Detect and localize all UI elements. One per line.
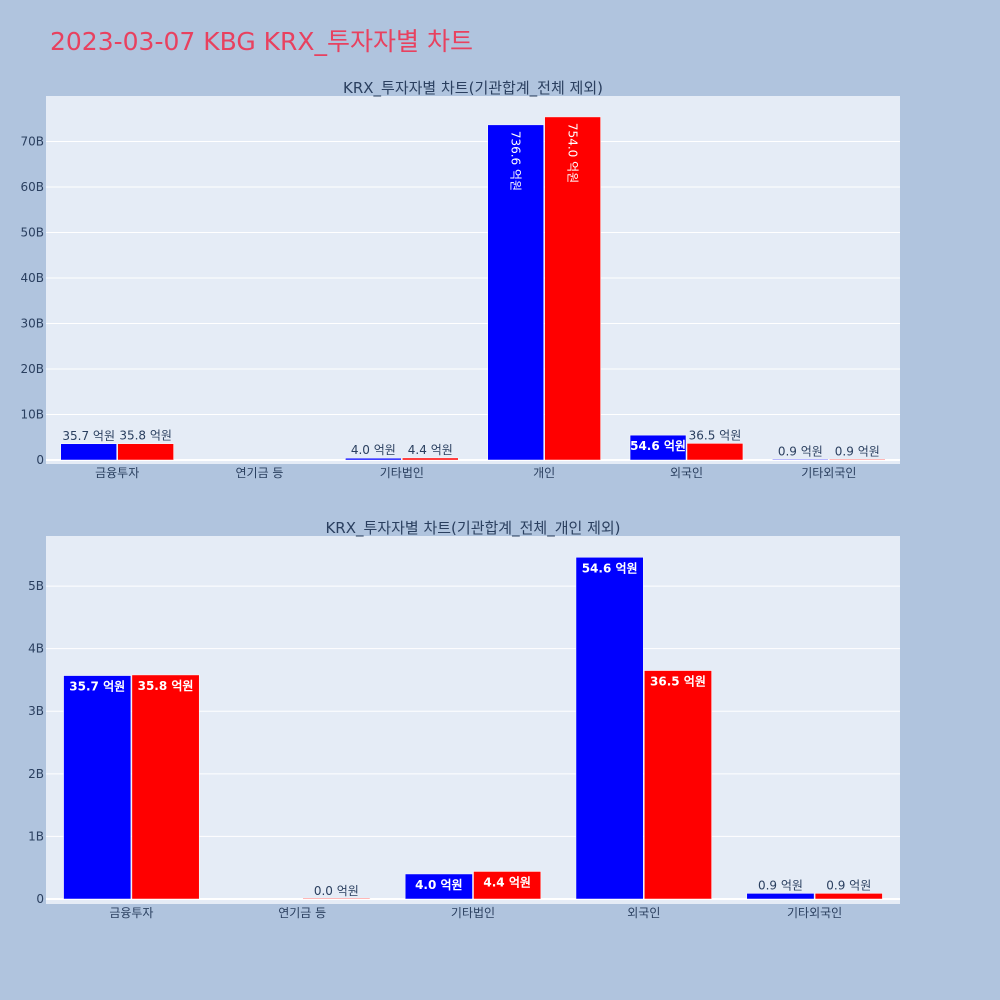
x-tick-label: 기타외국인 xyxy=(787,906,842,920)
bar-red[interactable] xyxy=(302,897,371,900)
data-label: 754.0 억원 xyxy=(566,123,580,183)
y-tick-label: 50B xyxy=(20,226,44,240)
bar-red[interactable] xyxy=(644,670,712,900)
y-tick-label: 5B xyxy=(28,579,44,593)
data-label: 0.9 억원 xyxy=(826,878,871,892)
page-title: 2023-03-07 KBG KRX_투자자별 차트 xyxy=(50,27,473,56)
plot-area xyxy=(46,96,900,464)
y-tick-label: 3B xyxy=(28,704,44,718)
data-label: 36.5 억원 xyxy=(650,675,706,689)
y-tick-label: 0 xyxy=(36,892,44,906)
x-tick-label: 기타법인 xyxy=(380,466,424,480)
bar-blue[interactable] xyxy=(60,443,117,461)
bar-blue[interactable] xyxy=(575,557,644,900)
y-tick-label: 30B xyxy=(20,317,44,331)
chart-all-investors: 0 10B 20B 30B 40B 50B 60B 70B KRX_투자자별 차트(기관합계_전… xyxy=(20,79,900,480)
data-label: 54.6 억원 xyxy=(582,561,638,575)
x-tick-label: 개인 xyxy=(533,466,555,480)
y-tick-label: 40B xyxy=(20,271,44,285)
data-label: 736.6 억원 xyxy=(509,131,523,191)
y-tick-label: 70B xyxy=(20,135,44,149)
bar-blue[interactable] xyxy=(404,873,473,900)
bar-red[interactable] xyxy=(544,116,601,461)
bar-blue[interactable] xyxy=(629,434,687,461)
bar-red[interactable] xyxy=(117,443,174,461)
bar-blue[interactable] xyxy=(487,124,544,461)
x-tick-label: 기타외국인 xyxy=(801,466,856,480)
chart-excluding-individuals: 0 1B 2B 3B 4B 5B KRX_투자자별 차트(기관합계_전체_개인 제외) 금융투… xyxy=(28,519,900,920)
bar-red[interactable] xyxy=(829,458,886,461)
data-label: 4.4 억원 xyxy=(483,875,531,889)
data-label: 4.0 억원 xyxy=(351,443,396,457)
bar-red[interactable] xyxy=(473,871,542,900)
y-tick-label: 4B xyxy=(28,642,44,656)
y-tick-label: 60B xyxy=(20,180,44,194)
bar-blue[interactable] xyxy=(63,675,132,900)
x-tick-label: 금융투자 xyxy=(109,906,153,920)
data-label: 0.0 억원 xyxy=(314,884,359,898)
bar-red[interactable] xyxy=(131,674,200,900)
x-tick-label: 금융투자 xyxy=(95,466,139,480)
chart-title: KRX_투자자별 차트(기관합계_전체 제외) xyxy=(343,79,603,98)
y-tick-label: 1B xyxy=(28,829,44,843)
y-tick-label: 10B xyxy=(20,408,44,422)
data-label: 35.7 억원 xyxy=(69,680,125,694)
x-tick-label: 연기금 등 xyxy=(236,466,284,480)
data-label: 35.7 억원 xyxy=(62,429,115,443)
y-tick-label: 0 xyxy=(36,453,44,467)
y-tick-label: 2B xyxy=(28,767,44,781)
data-label: 35.8 억원 xyxy=(119,429,172,443)
data-label: 36.5 억원 xyxy=(689,428,742,442)
x-tick-label: 기타법인 xyxy=(451,906,495,920)
x-tick-label: 연기금 등 xyxy=(278,906,326,920)
data-label: 54.6 억원 xyxy=(630,439,686,453)
y-tick-label: 20B xyxy=(20,362,44,376)
bar-blue[interactable] xyxy=(345,457,402,461)
data-label: 4.0 억원 xyxy=(415,878,463,892)
data-label: 4.4 억원 xyxy=(408,443,453,457)
data-label: 0.9 억원 xyxy=(835,445,880,459)
data-label: 35.8 억원 xyxy=(138,679,194,693)
bar-blue[interactable] xyxy=(772,458,829,461)
bar-red[interactable] xyxy=(814,893,883,900)
data-label: 0.9 억원 xyxy=(758,878,803,892)
data-label: 0.9 억원 xyxy=(778,445,823,459)
x-tick-label: 외국인 xyxy=(670,466,703,480)
bar-red[interactable] xyxy=(686,443,744,461)
bar-blue[interactable] xyxy=(746,893,815,900)
chart-title: KRX_투자자별 차트(기관합계_전체_개인 제외) xyxy=(325,519,620,538)
x-tick-label: 외국인 xyxy=(627,906,660,920)
bar-red[interactable] xyxy=(402,457,459,461)
